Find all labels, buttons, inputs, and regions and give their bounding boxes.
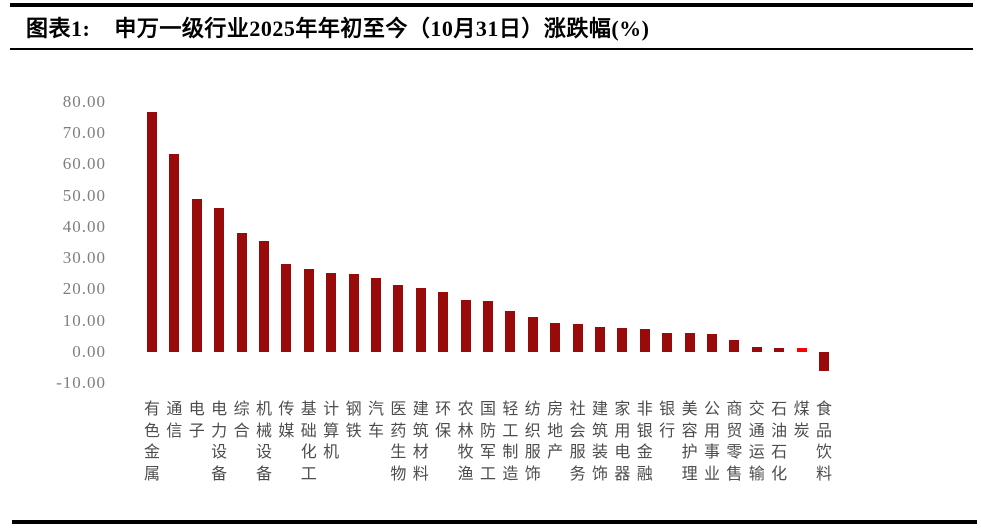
x-axis-label: 非 银 金 融	[636, 401, 653, 483]
y-axis-tick-label: 20.00	[62, 279, 106, 299]
bar	[483, 301, 493, 352]
x-axis-label: 煤 炭	[793, 401, 810, 440]
x-axis-label: 医 药 生 物	[390, 401, 407, 483]
bar	[259, 240, 269, 352]
bar	[729, 340, 740, 352]
bar	[438, 291, 449, 352]
bar	[595, 326, 605, 352]
x-axis-label: 基 础 化 工	[300, 401, 317, 483]
bar	[662, 332, 673, 352]
bar	[415, 288, 426, 352]
x-axis-label: 美 容 护 理	[681, 401, 698, 483]
bottom-divider	[12, 520, 977, 524]
x-axis-label: 农 林 牧 渔	[457, 401, 474, 483]
bar	[460, 300, 471, 352]
bar	[505, 310, 516, 352]
y-axis-tick-label: 80.00	[62, 91, 106, 111]
bar	[326, 272, 337, 352]
y-axis-tick-label: 0.00	[72, 342, 106, 361]
bar	[572, 323, 583, 352]
y-axis-tick-label: 50.00	[62, 185, 106, 205]
y-axis-tick-label: -10.00	[56, 373, 106, 393]
y-axis-tick-label: 10.00	[62, 310, 106, 330]
x-axis-label: 建 筑 装 饰	[591, 401, 608, 483]
bar	[348, 274, 359, 352]
x-axis-label: 钢 铁	[345, 401, 362, 440]
top-divider	[10, 3, 973, 7]
x-axis-label: 家 用 电 器	[614, 401, 631, 483]
bar	[527, 316, 538, 352]
title-divider	[10, 48, 973, 50]
bar	[191, 198, 202, 352]
x-axis-label: 轻 工 制 造	[502, 401, 519, 483]
bar	[281, 264, 292, 352]
x-axis-label: 银 行	[659, 401, 676, 440]
bar	[774, 347, 785, 352]
x-axis-label: 电 子	[188, 401, 205, 440]
y-axis-tick-label: 70.00	[62, 122, 106, 142]
y-axis-tick-label: 30.00	[62, 248, 106, 268]
bar-highlighted	[796, 347, 807, 352]
x-axis-label: 交 通 运 输	[748, 401, 765, 483]
figure-title-text: 申万一级行业2025年年初至今（10月31日）涨跌幅(%)	[114, 16, 650, 41]
bar	[617, 328, 628, 352]
x-axis-label: 电 力 设 备	[211, 401, 228, 483]
x-axis-label: 纺 织 服 饰	[524, 401, 541, 483]
x-axis-label: 通 信	[166, 401, 183, 440]
bar	[684, 333, 695, 352]
bar	[147, 111, 157, 352]
y-axis-tick-label: 60.00	[62, 154, 106, 174]
x-axis-label: 综 合	[233, 401, 250, 440]
bar	[371, 277, 381, 352]
x-axis-label: 社 会 服 务	[569, 401, 586, 483]
bar	[169, 154, 180, 352]
bar	[303, 269, 314, 352]
bar	[819, 352, 829, 372]
x-axis-label: 汽 车	[367, 401, 384, 440]
x-axis-label: 建 筑 材 料	[412, 401, 429, 483]
bar	[751, 347, 762, 352]
bar	[639, 328, 650, 352]
x-axis-label: 环 保	[435, 401, 452, 440]
x-axis-label: 机 械 设 备	[255, 401, 272, 483]
figure-label: 图表1:	[26, 16, 91, 41]
x-axis-label: 石 油 石 化	[771, 401, 788, 483]
bar	[707, 334, 717, 352]
x-axis-label: 公 用 事 业	[703, 401, 720, 483]
y-axis-tick-label: 40.00	[62, 216, 106, 236]
x-axis-label: 计 算 机	[323, 401, 340, 462]
x-axis-label: 食 品 饮 料	[815, 401, 832, 483]
x-axis-label: 房 地 产	[547, 401, 564, 462]
x-axis-label: 商 贸 零 售	[726, 401, 743, 483]
bar	[214, 208, 225, 352]
figure-title: 图表1: 申万一级行业2025年年初至今（10月31日）涨跌幅(%)	[26, 11, 649, 43]
bar	[236, 233, 247, 352]
bar	[550, 322, 561, 352]
x-axis-label: 国 防 军 工	[479, 401, 496, 483]
bar	[393, 284, 404, 352]
x-axis-label: 传 媒	[278, 401, 295, 440]
x-axis-label: 有 色 金 属	[143, 401, 160, 483]
